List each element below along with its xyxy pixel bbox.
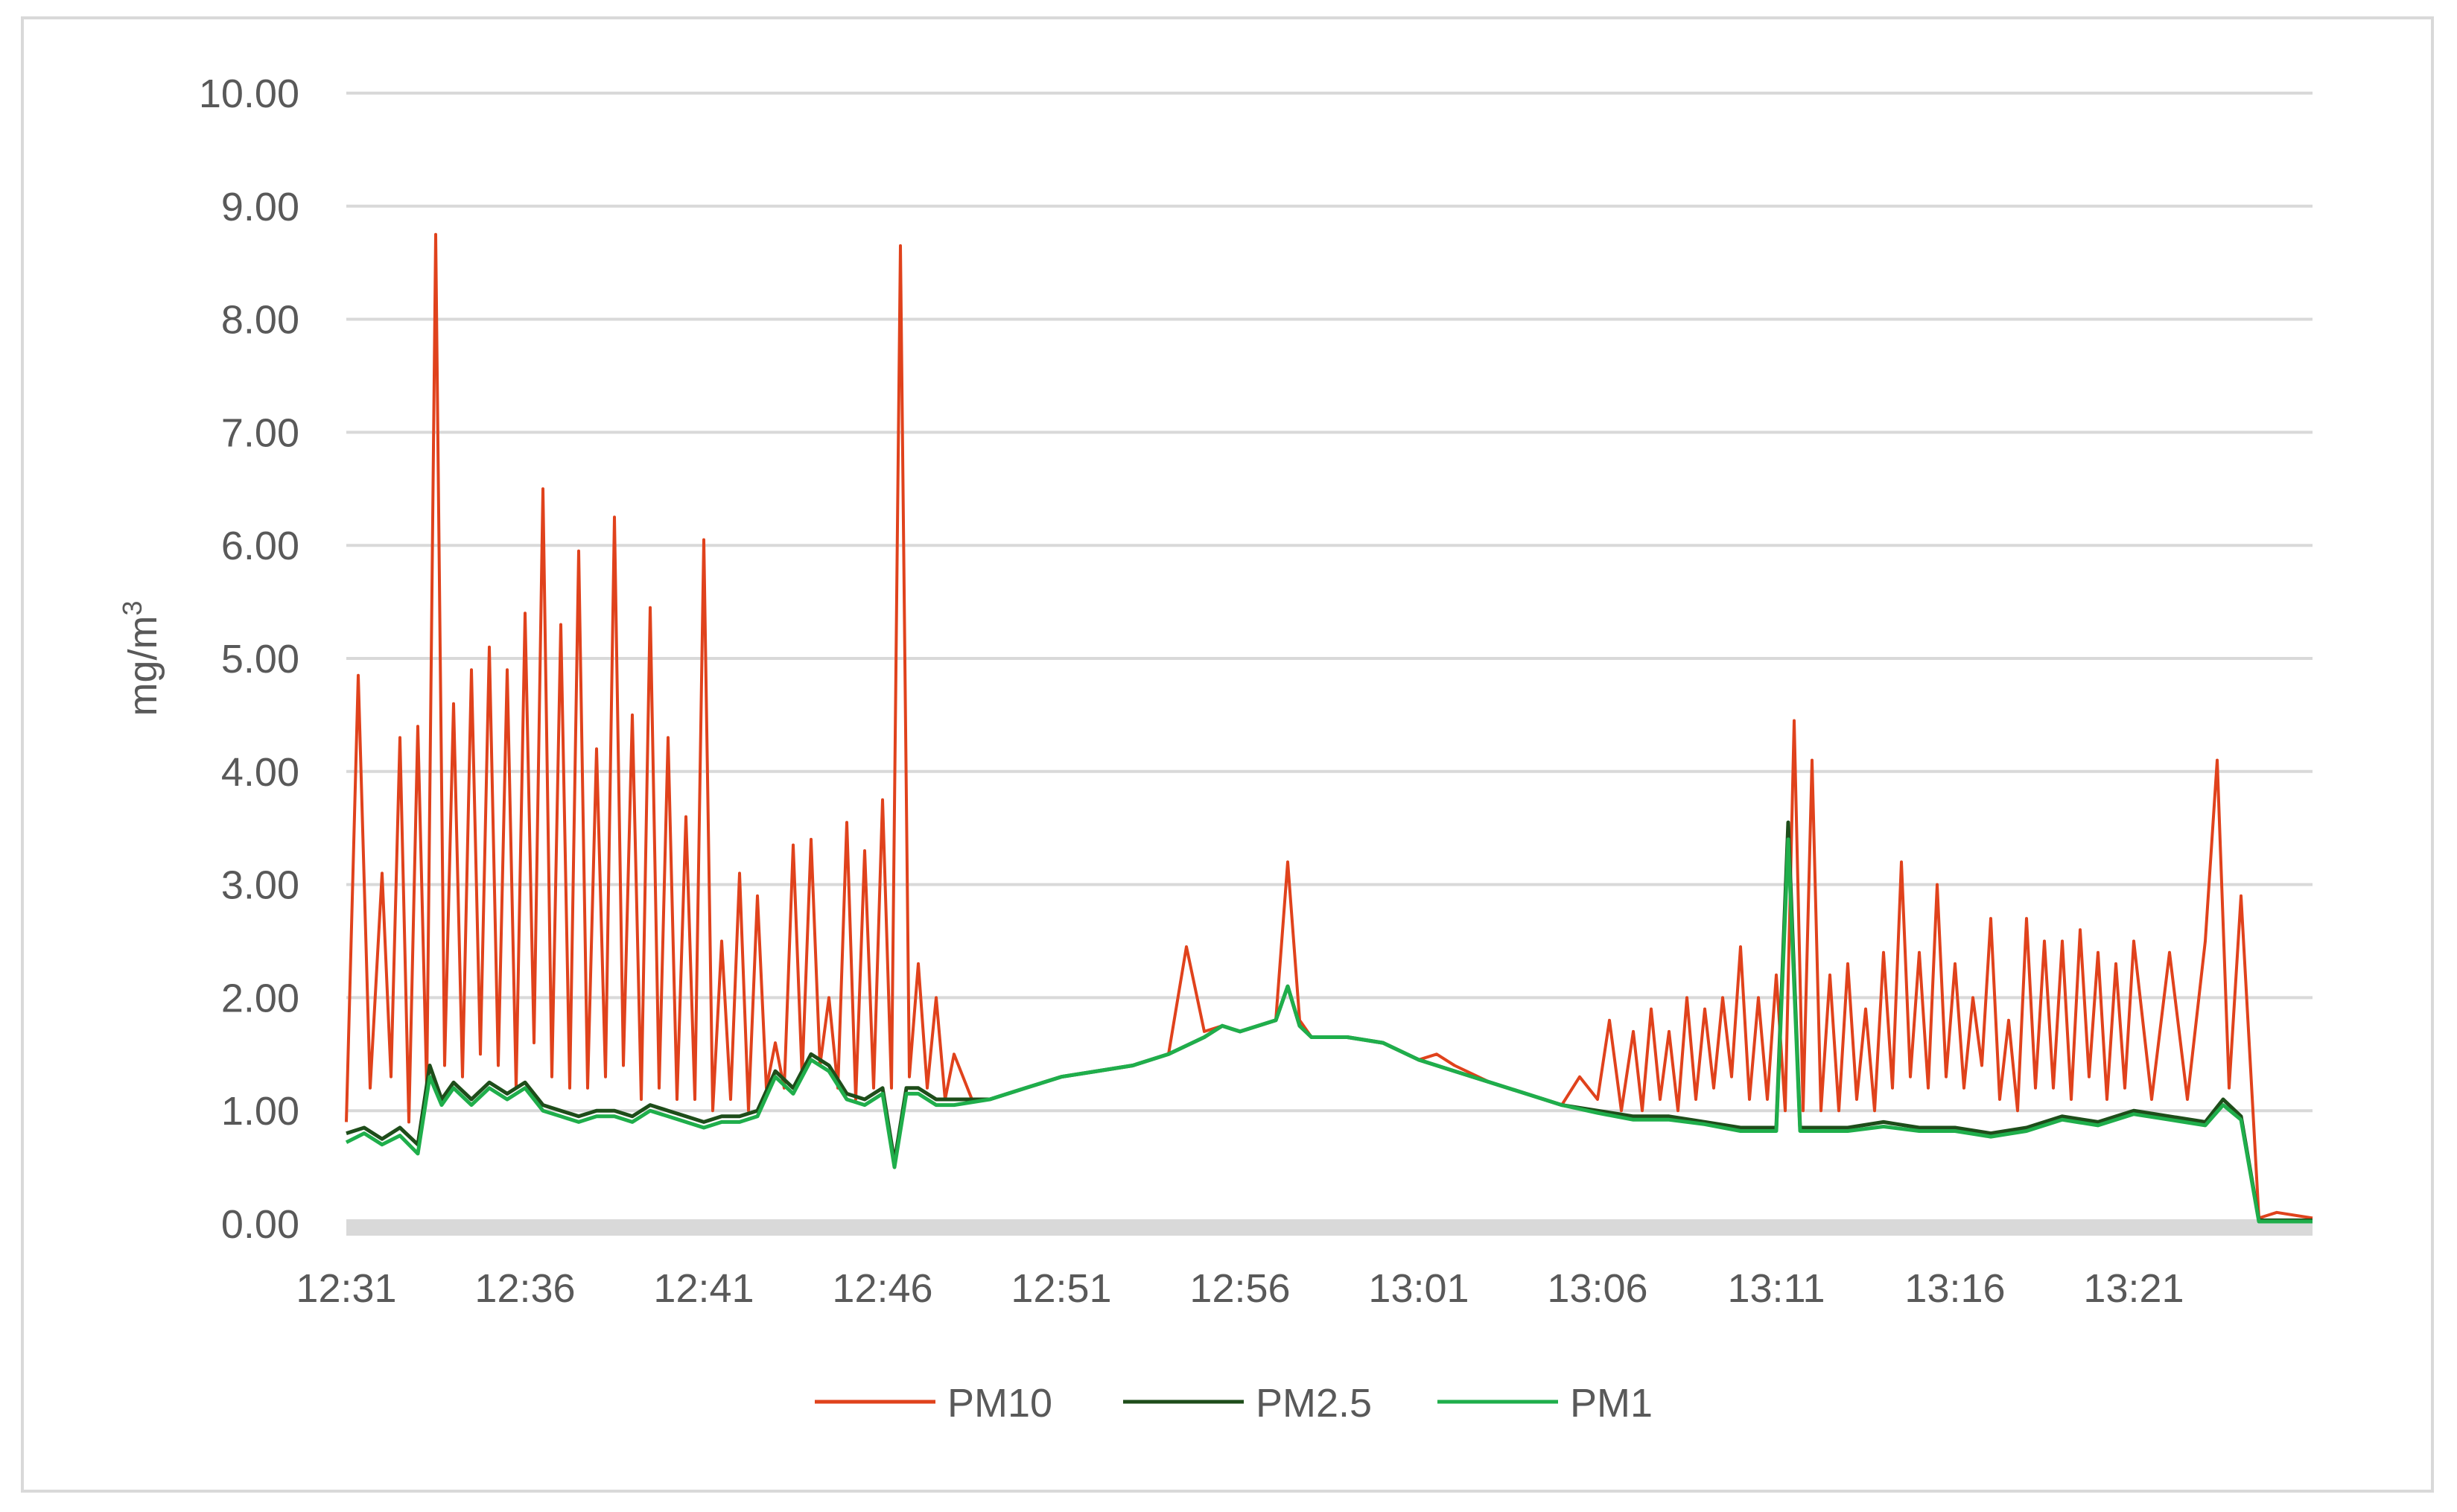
y-axis-title-text: mg/m — [121, 616, 165, 717]
gridlines — [346, 92, 2313, 1113]
x-tick-label: 12:46 — [832, 1266, 932, 1311]
legend-label-pm1: PM1 — [1570, 1381, 1653, 1426]
x-tick-label: 13:01 — [1368, 1266, 1469, 1311]
y-axis-title-superscript: 3 — [117, 600, 147, 615]
series-lines — [345, 232, 2313, 1224]
y-tick-label: 5.00 — [221, 637, 299, 682]
y-tick-label: 8.00 — [221, 298, 299, 343]
y-axis-title: mg/m3 — [117, 600, 166, 716]
x-tick-label: 13:16 — [1904, 1266, 2005, 1311]
y-tick-label: 3.00 — [221, 863, 299, 908]
x-tick-label: 13:21 — [2083, 1266, 2184, 1311]
x-tick-label: 12:51 — [1011, 1266, 1111, 1311]
y-tick-label: 2.00 — [221, 976, 299, 1020]
x-tick-label: 13:11 — [1727, 1266, 1825, 1311]
x-tick-label: 12:36 — [474, 1266, 575, 1311]
chart-frame — [21, 16, 2434, 1493]
y-tick-label: 6.00 — [221, 524, 299, 568]
legend: PM10 PM2.5 PM1 — [815, 1381, 1653, 1426]
y-tick-label: 7.00 — [221, 410, 299, 455]
x-tick-label: 12:31 — [296, 1266, 396, 1311]
y-tick-label: 0.00 — [221, 1202, 299, 1247]
x-tick-label: 12:41 — [653, 1266, 754, 1311]
x-tick-labels: 12:31 12:36 12:41 12:46 12:51 12:56 13:01 13:06… — [296, 1266, 2184, 1311]
series-line-pm1 — [345, 837, 2313, 1224]
x-axis-band — [346, 1219, 2313, 1236]
y-tick-label: 1.00 — [221, 1089, 299, 1134]
legend-label-pm25: PM2.5 — [1256, 1381, 1372, 1426]
series-line-pm10 — [345, 232, 2313, 1220]
x-tick-label: 12:56 — [1189, 1266, 1290, 1311]
x-tick-label: 13:06 — [1547, 1266, 1647, 1311]
legend-label-pm10: PM10 — [947, 1381, 1052, 1426]
y-tick-label: 4.00 — [221, 750, 299, 795]
y-tick-label: 9.00 — [221, 185, 299, 229]
y-tick-label: 10.00 — [199, 72, 299, 116]
y-tick-labels: 0.00 1.00 2.00 3.00 4.00 5.00 6.00 7.00 8.00 9.00… — [199, 72, 299, 1247]
